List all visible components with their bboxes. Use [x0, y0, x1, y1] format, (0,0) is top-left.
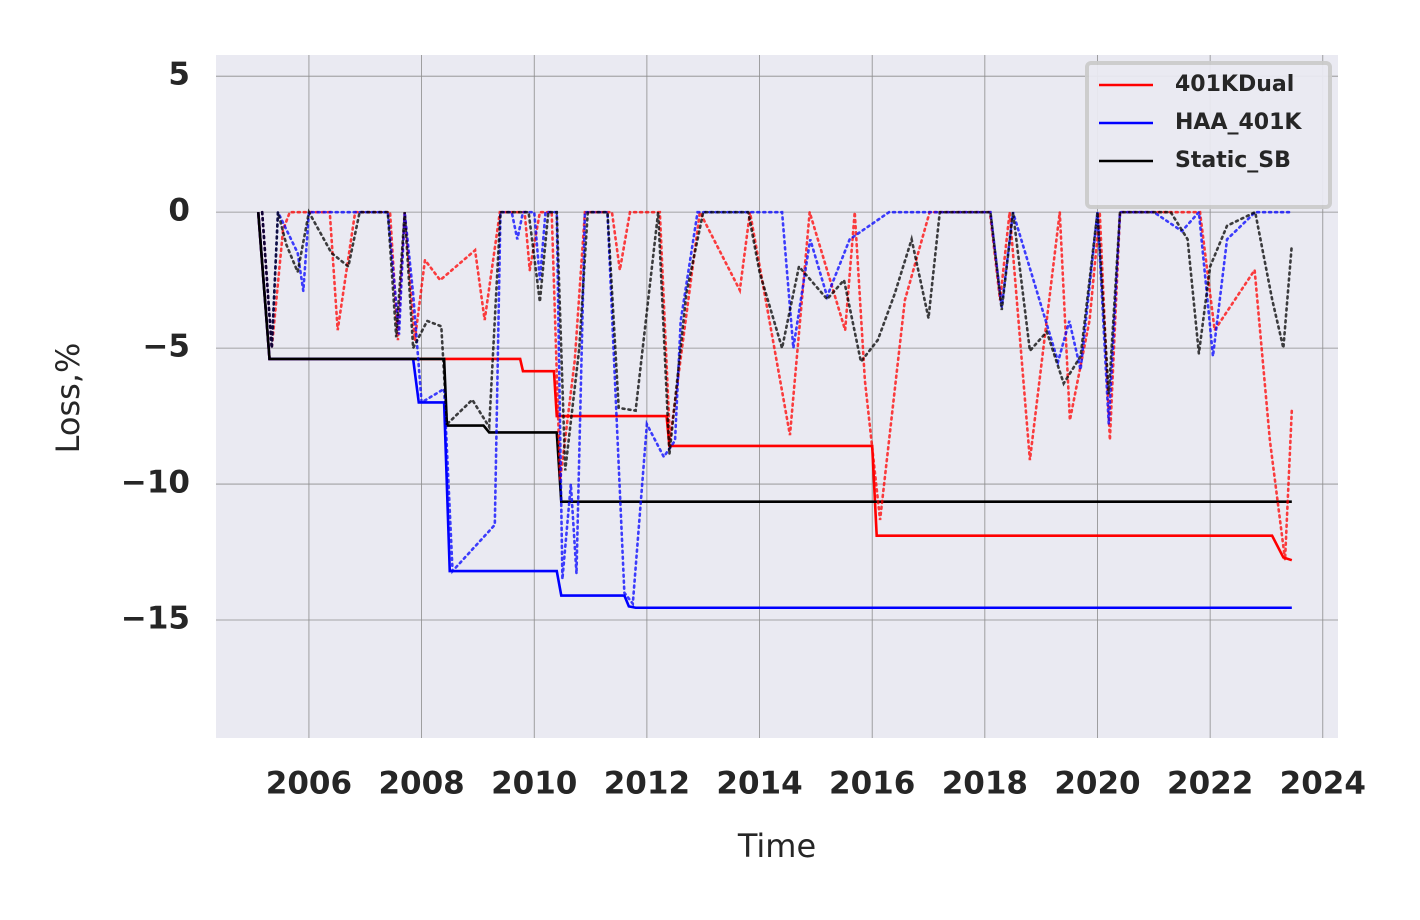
max-drawdown-line — [256, 212, 1293, 562]
x-tick-label: 2010 — [491, 766, 577, 802]
x-tick-label: 2006 — [266, 766, 352, 802]
x-tick-label: 2008 — [378, 766, 464, 802]
legend-label: Static_SB — [1175, 148, 1291, 173]
x-tick-label: 2016 — [829, 766, 915, 802]
drawdown-line — [260, 209, 1291, 608]
x-tick-label: 2022 — [1167, 766, 1253, 802]
drawdown-line — [260, 208, 1294, 471]
y-tick-label: 5 — [168, 57, 190, 93]
y-tick-label: −10 — [121, 465, 190, 501]
y-tick-label: −15 — [121, 600, 190, 636]
x-tick-label: 2018 — [942, 766, 1028, 802]
x-tick-label: 2014 — [716, 766, 802, 802]
legend: 401KDual HAA_401K Static_SB — [1085, 61, 1332, 209]
y-tick-label: 0 — [168, 193, 190, 229]
legend-label: HAA_401K — [1175, 110, 1302, 135]
y-tick-label: −5 — [142, 329, 190, 365]
x-tick-label: 2012 — [604, 766, 690, 802]
legend-box — [1085, 61, 1332, 209]
legend-label: 401KDual — [1175, 72, 1294, 97]
y-axis-label: Loss,% — [49, 343, 87, 454]
x-axis-label: Time — [737, 827, 816, 865]
x-tick-label: 2024 — [1280, 766, 1366, 802]
x-tick-label: 2020 — [1054, 766, 1140, 802]
